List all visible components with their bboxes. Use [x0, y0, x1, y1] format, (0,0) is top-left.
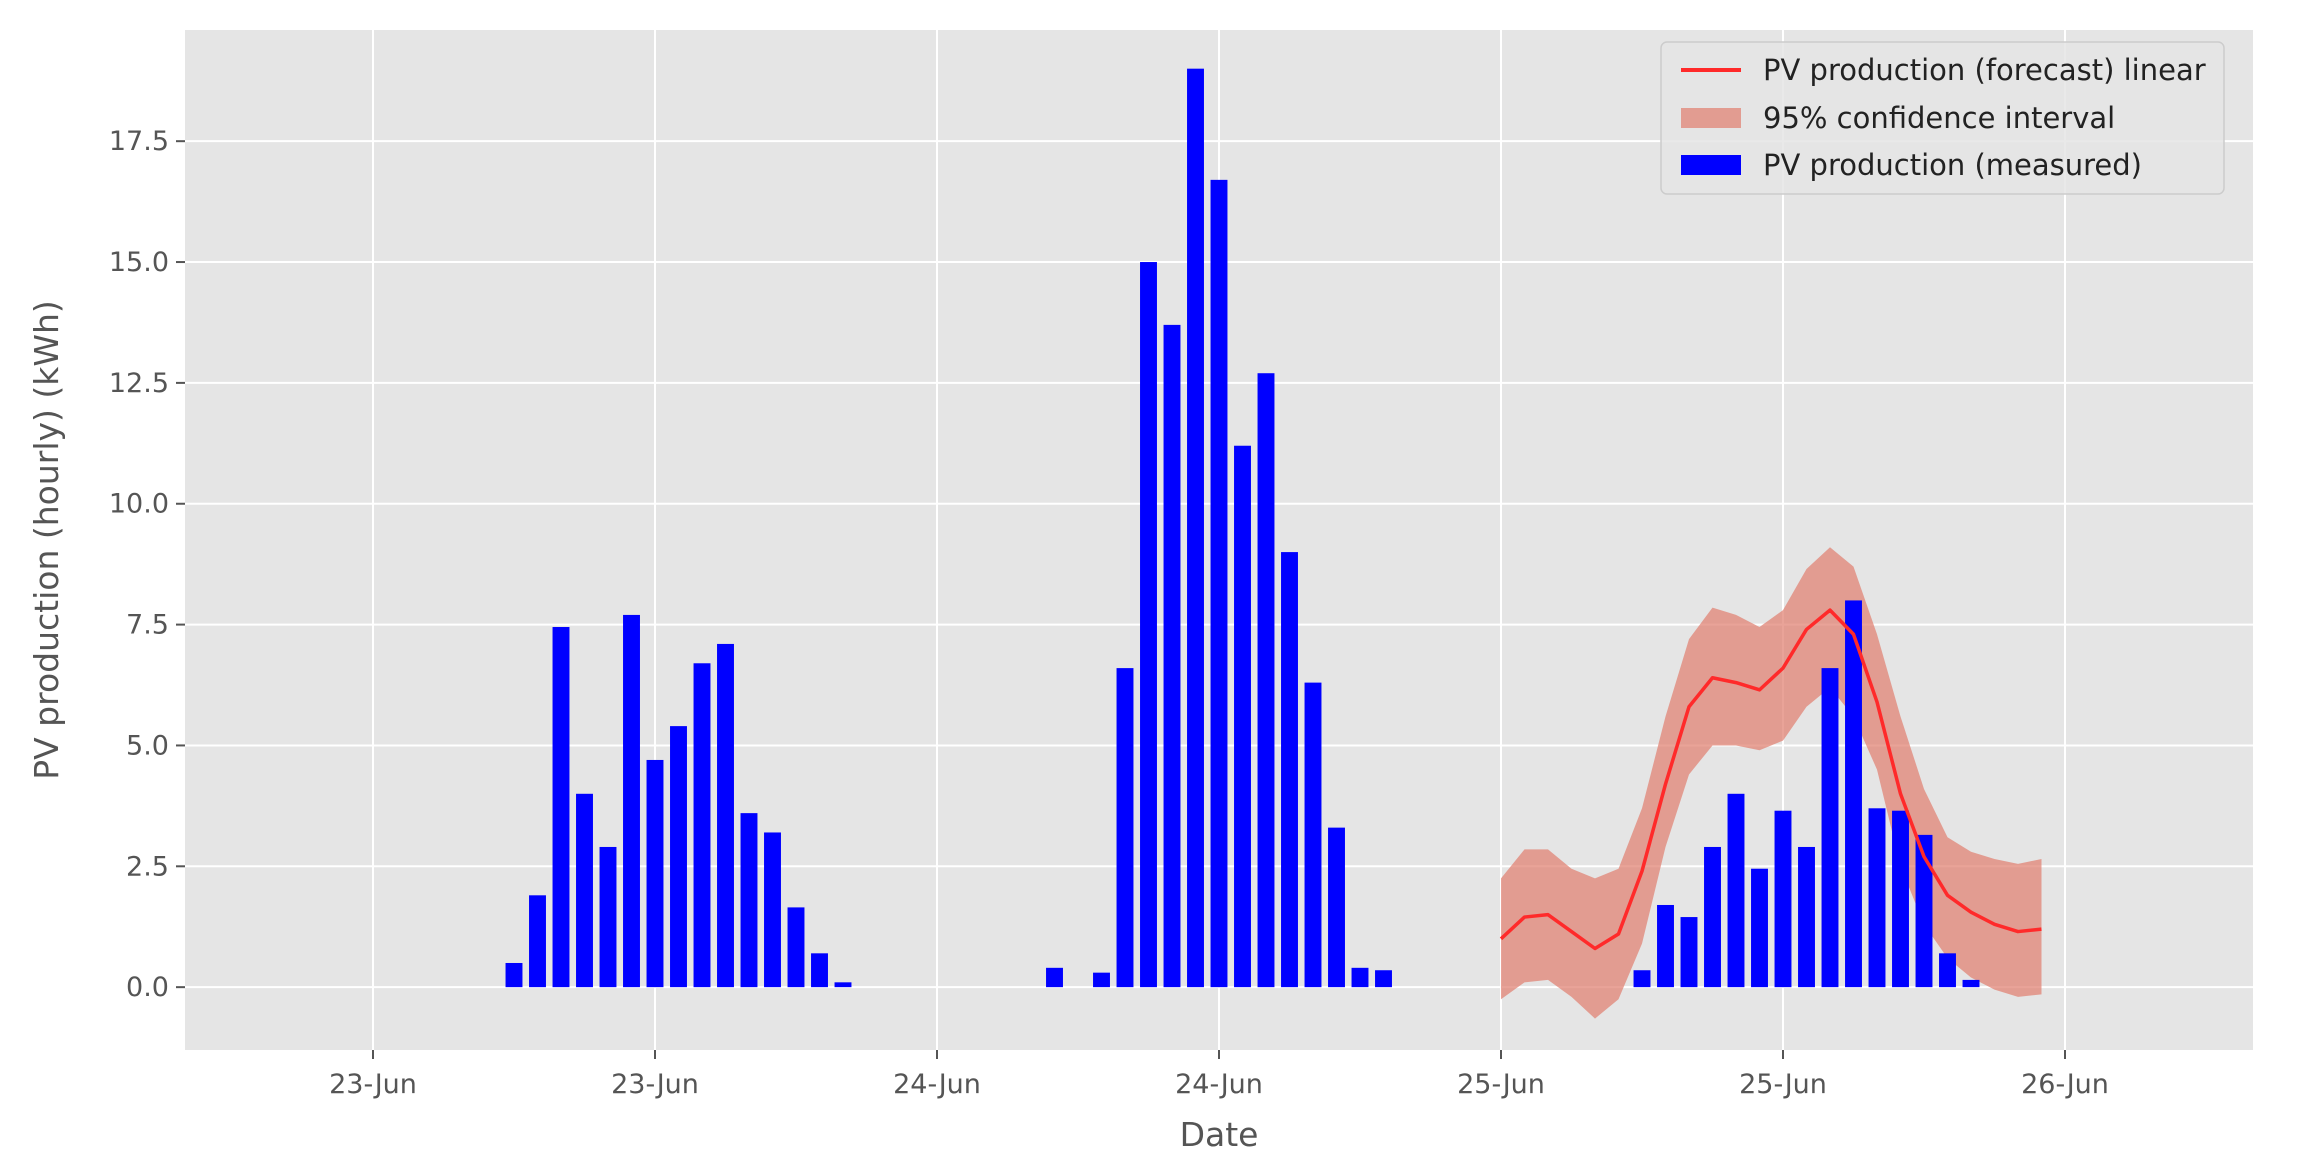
x-tick-label-1: 23-Jun — [611, 1069, 699, 1100]
bar-7 — [670, 726, 687, 988]
bar-13 — [811, 953, 828, 988]
bar-18 — [1140, 262, 1157, 988]
x-tick-label-2: 24-Jun — [893, 1069, 981, 1100]
y-tick-label-4: 10.0 — [109, 489, 169, 520]
bar-42 — [1939, 953, 1956, 988]
legend-confidence-swatch — [1681, 108, 1741, 128]
x-tick-label-3: 24-Jun — [1175, 1069, 1263, 1100]
tick-labels: 0.0 2.5 5.0 7.5 10.0 12.5 15.0 17.5 23-Jun 23-Jun… — [109, 126, 2109, 1100]
bar-15 — [1046, 967, 1063, 988]
legend-measured-swatch — [1681, 155, 1741, 175]
bar-30 — [1657, 904, 1674, 988]
bar-34 — [1751, 868, 1768, 988]
bar-32 — [1704, 846, 1721, 988]
bar-3 — [576, 793, 593, 988]
bar-9 — [717, 643, 734, 988]
bar-4 — [599, 846, 617, 988]
bar-29 — [1633, 970, 1651, 988]
bar-36 — [1798, 846, 1815, 988]
bar-16 — [1093, 972, 1110, 988]
bar-12 — [787, 907, 805, 988]
bar-17 — [1116, 668, 1134, 988]
bar-26 — [1328, 827, 1345, 988]
bar-28 — [1375, 970, 1392, 988]
y-tick-label-1: 2.5 — [126, 851, 169, 882]
bar-19 — [1163, 324, 1181, 988]
legend-label-measured: PV production (measured) — [1763, 148, 2142, 182]
y-tick-label-6: 15.0 — [109, 247, 169, 278]
confidence-band — [1501, 547, 2042, 1019]
x-tick-label-5: 25-Jun — [1739, 1069, 1827, 1100]
bar-41 — [1915, 834, 1933, 988]
bar-10 — [740, 813, 758, 988]
bar-33 — [1727, 793, 1745, 988]
x-axis-label: Date — [1180, 1115, 1259, 1154]
bar-5 — [623, 614, 640, 988]
x-tick-label-0: 23-Jun — [329, 1069, 417, 1100]
bar-24 — [1281, 552, 1298, 988]
bar-8 — [693, 663, 711, 988]
forecast-line — [1499, 608, 2042, 951]
y-axis-label: PV production (hourly) (kWh) — [27, 300, 66, 780]
x-tick-label-6: 26-Jun — [2021, 1069, 2109, 1100]
legend-label-confidence: 95% confidence interval — [1763, 101, 2115, 135]
x-tick-label-4: 25-Jun — [1457, 1069, 1545, 1100]
bar-39 — [1868, 808, 1886, 988]
bar-2 — [552, 627, 570, 988]
forecast-line-layer — [1499, 608, 2042, 951]
legend-box — [1660, 41, 2225, 195]
bar-38 — [1845, 600, 1862, 988]
bar-20 — [1187, 68, 1204, 988]
bar-35 — [1774, 810, 1792, 988]
bar-6 — [646, 759, 664, 988]
y-tick-label-0: 0.0 — [126, 972, 169, 1003]
bar-23 — [1257, 373, 1275, 988]
bar-37 — [1821, 668, 1839, 988]
bar-27 — [1351, 967, 1369, 988]
y-tick-label-5: 12.5 — [109, 368, 169, 399]
bar-40 — [1892, 810, 1909, 988]
bar-31 — [1680, 917, 1698, 988]
bar-43 — [1962, 979, 1980, 988]
bar-0 — [505, 962, 523, 988]
bar-11 — [764, 832, 781, 988]
bar-21 — [1210, 179, 1228, 988]
y-tick-label-3: 7.5 — [126, 610, 169, 641]
y-tick-label-7: 17.5 — [109, 126, 169, 157]
bar-14 — [834, 982, 852, 988]
bar-25 — [1304, 682, 1322, 988]
y-tick-label-2: 5.0 — [126, 730, 169, 761]
confidence-band-layer — [1501, 547, 2042, 1019]
bar-22 — [1234, 445, 1251, 988]
bar-layer — [505, 68, 1980, 988]
bar-1 — [529, 895, 546, 988]
legend-label-forecast: PV production (forecast) linear — [1763, 53, 2206, 87]
legend: PV production (forecast) linear 95% conf… — [1660, 41, 2225, 195]
